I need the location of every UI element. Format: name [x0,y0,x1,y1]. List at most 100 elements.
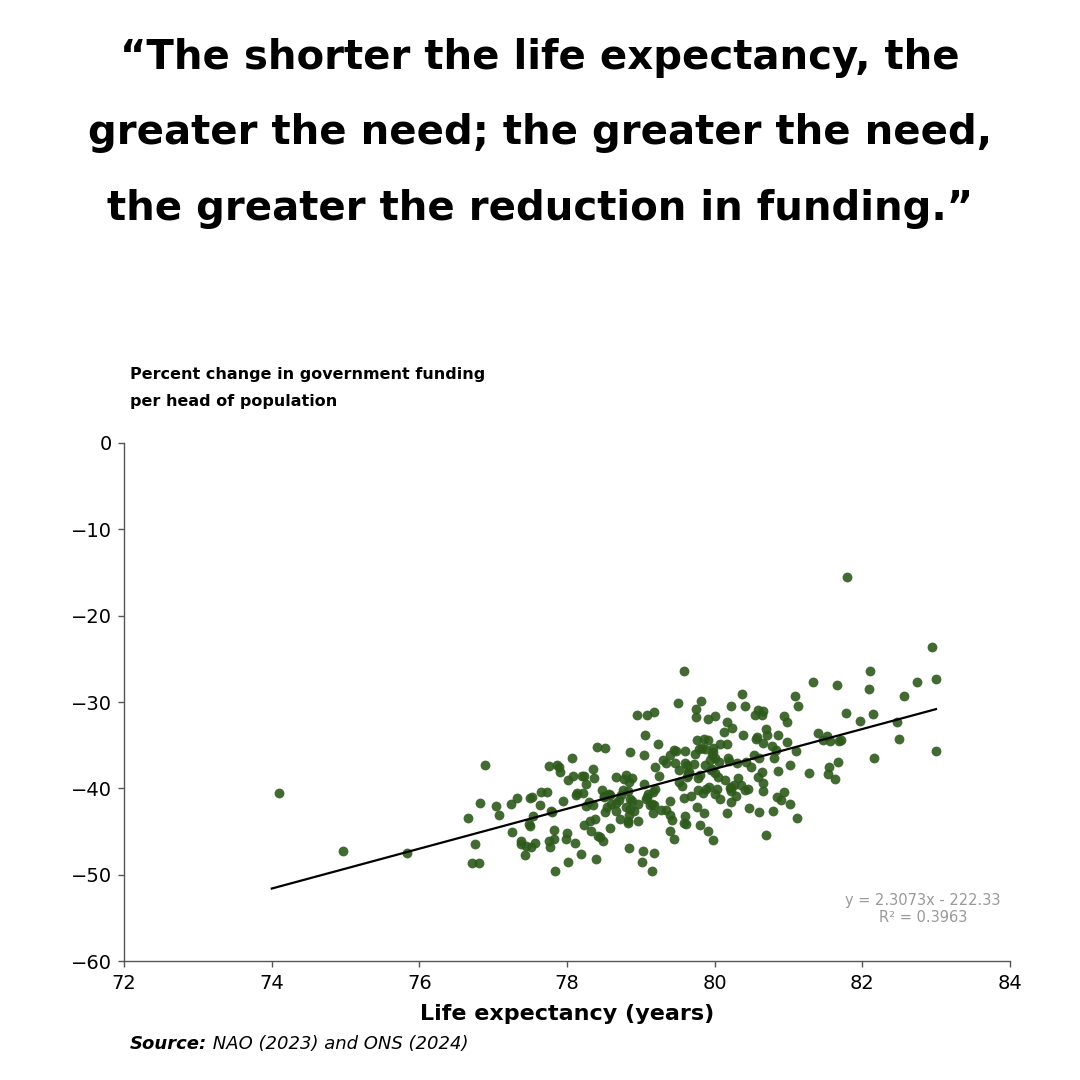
Point [745,746,762,764]
Point [923,638,941,656]
Point [551,764,568,781]
Point [545,821,563,838]
Point [670,694,687,712]
Point [517,838,535,855]
Point [694,784,712,801]
Point [645,703,662,720]
Point [645,845,662,862]
Point [471,794,488,811]
Point [755,774,772,792]
Point [568,784,585,801]
Point [503,824,521,841]
Point [711,791,728,808]
Point [764,737,781,754]
Point [550,758,567,775]
Point [636,775,653,793]
Point [558,824,576,841]
Point [638,706,656,724]
Point [637,789,654,807]
Point [781,796,798,813]
Text: “The shorter the life expectancy, the: “The shorter the life expectancy, the [120,38,960,78]
Point [740,780,757,797]
Point [723,719,740,737]
Point [851,712,868,729]
Point [778,733,795,751]
Point [676,807,693,824]
Point [572,846,590,863]
Point [575,784,592,801]
Point [715,724,732,741]
Point [649,734,666,752]
Point [607,795,624,812]
Point [603,796,620,813]
Point [487,798,504,815]
Point [595,833,612,850]
Point [675,814,692,832]
Point [607,768,624,785]
Point [700,778,717,795]
Point [694,805,712,822]
Point [718,735,735,753]
Point [621,743,638,760]
Text: per head of population: per head of population [130,394,337,409]
Point [476,756,494,773]
Point [809,725,826,742]
Point [463,854,481,872]
Point [822,732,839,750]
Point [652,801,670,819]
Point [735,698,753,715]
Point [746,706,764,724]
Point [723,783,740,800]
Point [831,732,848,750]
Point [662,746,679,764]
Point [689,769,706,786]
Point [700,823,717,840]
Point [646,758,663,775]
Point [753,764,770,781]
Point [611,810,629,827]
Point [734,727,752,744]
Point [829,753,847,770]
Point [665,831,683,848]
Point [513,833,530,850]
Point [733,685,751,702]
Point [594,781,611,798]
Point [757,826,774,843]
Point [621,791,638,808]
Point [599,786,617,804]
Point [667,742,685,759]
Point [578,775,595,793]
Point [864,706,881,724]
Point [782,757,799,774]
Point [638,788,656,806]
Point [696,757,713,774]
Point [693,739,711,756]
Point [678,756,696,773]
Point [688,731,705,748]
Point [573,767,591,784]
Point [590,827,607,845]
Point [555,793,572,810]
Point [577,797,594,814]
Point [670,761,687,779]
Point [549,756,566,773]
Point [862,662,879,679]
Point [928,742,945,759]
Point [523,839,540,856]
Point [712,735,729,753]
Point [687,745,704,762]
Point [582,822,599,839]
Point [703,761,720,779]
Point [826,770,843,787]
Point [676,755,693,772]
Point [568,786,585,804]
X-axis label: Life expectancy (years): Life expectancy (years) [420,1003,714,1024]
Point [723,779,740,796]
Point [607,802,624,820]
Text: NAO (2023) and ONS (2024): NAO (2023) and ONS (2024) [207,1035,469,1053]
Point [814,731,832,748]
Point [768,741,785,758]
Point [820,766,837,783]
Point [703,746,720,764]
Point [630,812,647,829]
